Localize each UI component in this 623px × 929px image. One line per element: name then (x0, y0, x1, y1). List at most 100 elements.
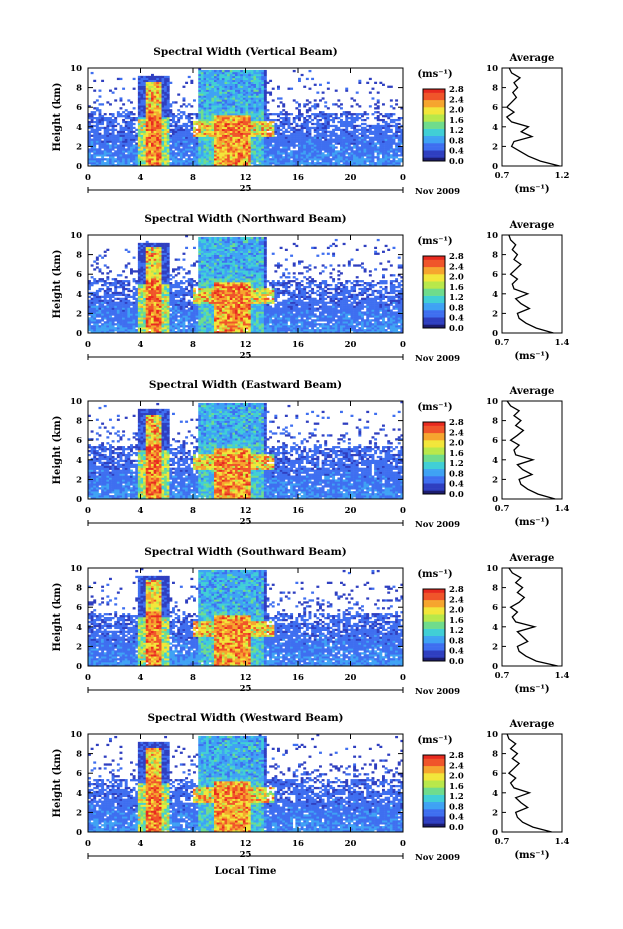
heatmap-cell (248, 126, 252, 130)
heatmap-cell (366, 146, 370, 149)
heatmap-cell (151, 142, 154, 145)
heatmap-cell (174, 164, 178, 167)
heatmap-cell (127, 301, 131, 304)
heatmap-cell (248, 97, 252, 100)
heatmap-cell (242, 83, 246, 86)
heatmap-cell (216, 101, 220, 104)
heatmap-cell (245, 130, 249, 133)
heatmap-cell (208, 111, 212, 114)
heatmap-cell (166, 95, 170, 98)
heatmap-cell (368, 77, 372, 81)
heatmap-cell (90, 160, 94, 163)
heatmap-cell (397, 162, 401, 165)
heatmap-cell (156, 327, 160, 330)
heatmap-cell (284, 118, 288, 122)
heatmap-cell (224, 148, 228, 151)
heatmap-cell (143, 87, 147, 90)
heatmap-cell (95, 305, 99, 308)
heatmap-cell (240, 71, 244, 75)
heatmap-cell (140, 85, 144, 88)
heatmap-cell (261, 69, 265, 73)
heatmap-cell (132, 156, 136, 159)
heatmap-cell (101, 329, 105, 332)
heatmap-cell (161, 311, 165, 314)
heatmap-cell (116, 113, 120, 116)
heatmap-cell (332, 117, 336, 120)
heatmap-cell (353, 120, 357, 124)
heatmap-cell (182, 124, 186, 128)
heatmap-cell (334, 162, 338, 165)
heatmap-cell (151, 73, 154, 77)
heatmap-cell (277, 140, 280, 143)
heatmap-cell (245, 122, 249, 126)
heatmap-cell (311, 142, 315, 145)
heatmap-cell (166, 301, 170, 304)
heatmap-cell (174, 130, 178, 133)
heatmap-cell (324, 130, 328, 133)
heatmap-cell (345, 117, 349, 120)
heatmap-cell (279, 162, 283, 165)
heatmap-cell (316, 146, 320, 149)
heatmap-cell (95, 142, 99, 145)
heatmap-cell (153, 321, 157, 324)
heatmap-cell (340, 115, 343, 118)
heatmap-cell (253, 115, 257, 118)
heatmap-cell (158, 138, 162, 141)
heatmap-cell (266, 142, 270, 145)
heatmap-cell (166, 319, 170, 322)
heatmap-cell (143, 97, 147, 100)
heatmap-cell (132, 297, 136, 300)
heatmap-cell (214, 89, 217, 92)
heatmap-cell (153, 75, 157, 79)
heatmap-cell (135, 313, 139, 316)
heatmap-cell (161, 87, 165, 90)
heatmap-cell (127, 124, 131, 128)
heatmap-cell (203, 81, 207, 84)
heatmap-cell (389, 162, 393, 165)
heatmap-cell (103, 317, 107, 320)
heatmap-cell (211, 154, 215, 157)
heatmap-cell (274, 160, 278, 163)
heatmap-cell (158, 305, 162, 308)
heatmap-cell (140, 284, 144, 287)
heatmap-cell (248, 156, 252, 159)
heatmap-cell (311, 122, 315, 126)
heatmap-cell (130, 120, 133, 124)
heatmap-cell (101, 140, 105, 143)
heatmap-cell (342, 150, 346, 153)
heatmap-cell (227, 99, 231, 102)
heatmap-cell (208, 150, 212, 153)
heatmap-cell (216, 128, 220, 132)
heatmap-cell (124, 115, 128, 118)
heatmap-cell (256, 115, 259, 118)
heatmap-cell (93, 307, 97, 310)
heatmap-cell (164, 264, 168, 267)
heatmap-cell (90, 317, 94, 320)
heatmap-cell (195, 115, 199, 118)
heatmap-cell (145, 95, 149, 98)
heatmap-cell (350, 136, 354, 139)
heatmap-cell (132, 303, 136, 306)
heatmap-cell (190, 162, 194, 165)
heatmap-cell (337, 138, 341, 141)
heatmap-cell (151, 101, 154, 104)
heatmap-cell (106, 305, 110, 308)
heatmap-cell (143, 278, 147, 281)
heatmap-cell (90, 297, 94, 300)
heatmap-cell (161, 109, 165, 112)
heatmap-cell (190, 126, 194, 130)
heatmap-cell (140, 325, 144, 328)
heatmap-cell (258, 154, 262, 157)
heatmap-cell (269, 120, 273, 124)
heatmap-cell (368, 132, 372, 135)
heatmap-cell (211, 144, 215, 147)
heatmap-cell (148, 315, 152, 318)
heatmap-cell (303, 150, 307, 153)
heatmap-cell (106, 146, 110, 149)
heatmap-cell (156, 117, 160, 120)
heatmap-cell (245, 105, 249, 108)
heatmap-cell (169, 124, 173, 128)
heatmap-cell (151, 89, 154, 92)
heatmap-cell (387, 136, 391, 139)
heatmap-cell (400, 136, 404, 139)
